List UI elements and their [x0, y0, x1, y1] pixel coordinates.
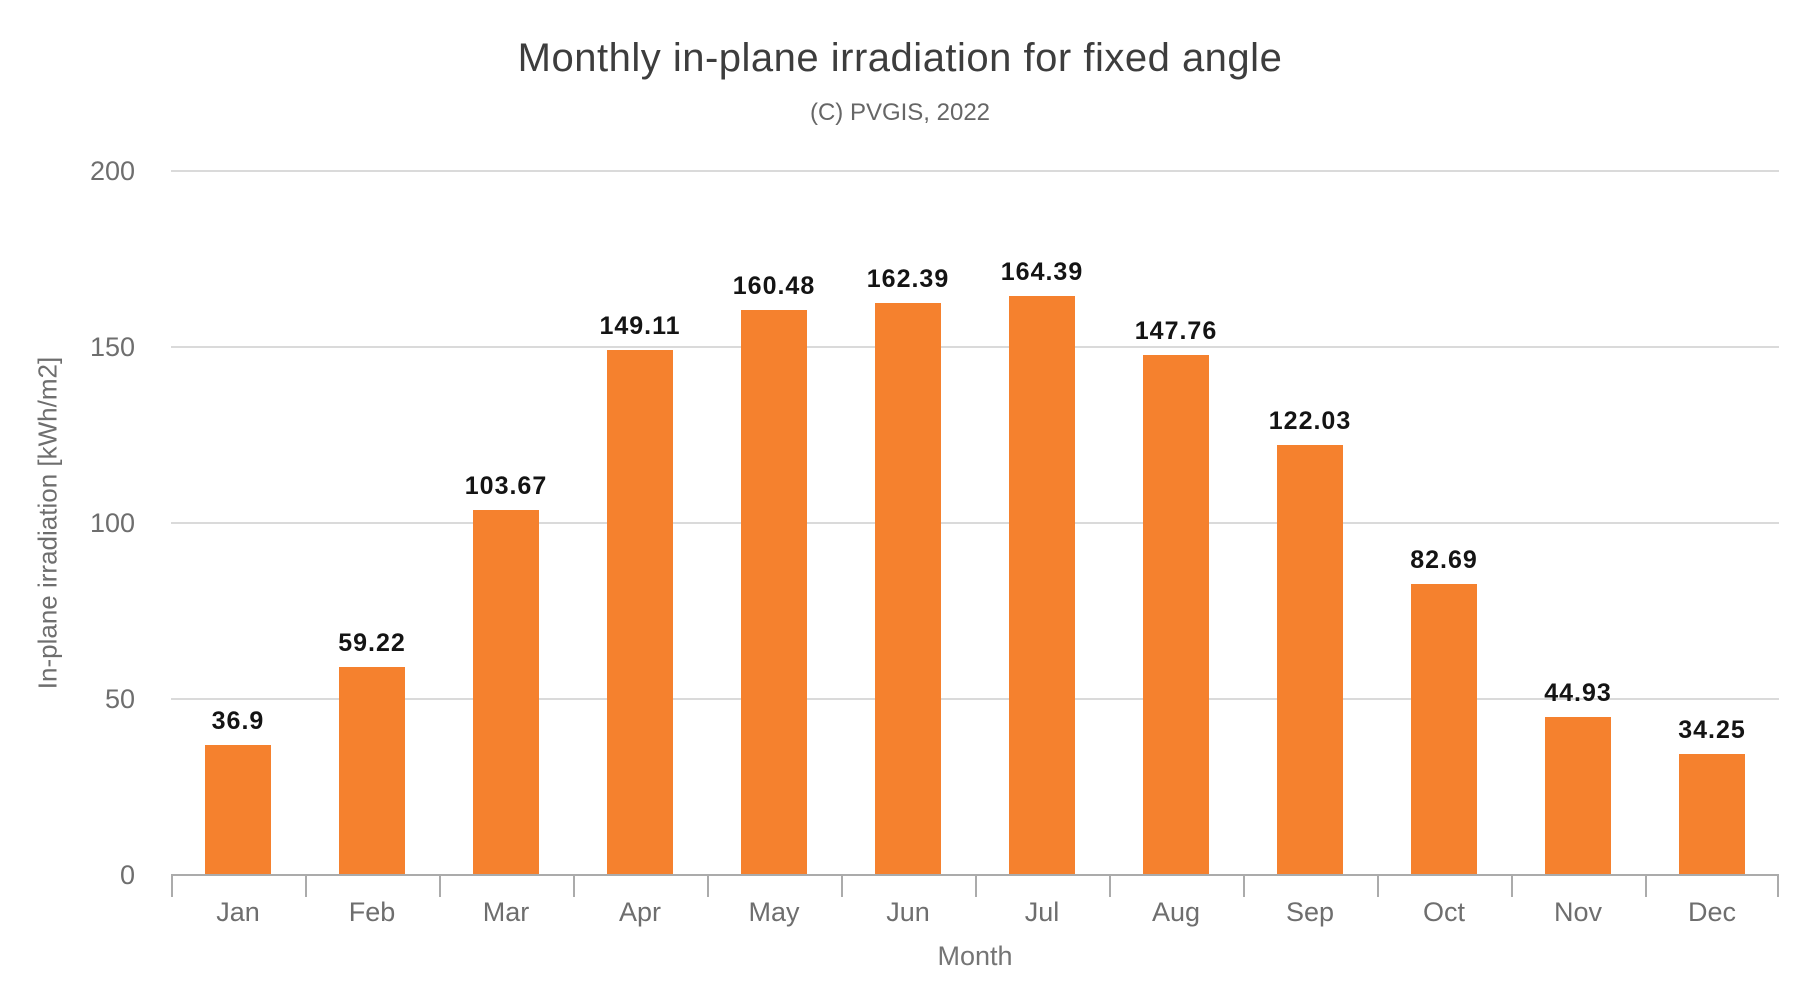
value-label-mar: 103.67 — [464, 472, 548, 501]
x-tick-label-may: May — [748, 897, 800, 927]
x-tick-label-dec: Dec — [1687, 897, 1736, 927]
bar-apr — [607, 350, 673, 875]
x-tick-label-jun: Jun — [886, 897, 930, 927]
bar-column-apr: 149.11 — [573, 171, 707, 875]
value-label-dec: 34.25 — [1678, 716, 1746, 745]
value-label-oct: 82.69 — [1410, 545, 1478, 574]
gridline-100 — [171, 522, 1779, 524]
x-axis-tick-5 — [841, 875, 843, 897]
x-axis-tick-1 — [305, 875, 307, 897]
x-tick-label-nov: Nov — [1553, 897, 1602, 927]
x-tick-label-mar: Mar — [482, 897, 530, 927]
bar-jul — [1009, 296, 1075, 875]
bar-column-feb: 59.22 — [305, 171, 439, 875]
bar-mar — [473, 510, 539, 875]
bar-column-jul: 164.39 — [975, 171, 1109, 875]
bar-column-aug: 147.76 — [1109, 171, 1243, 875]
bar-column-dec: 34.25 — [1645, 171, 1779, 875]
bar-column-oct: 82.69 — [1377, 171, 1511, 875]
bar-dec — [1679, 754, 1745, 875]
x-tick-label-aug: Aug — [1151, 897, 1201, 927]
x-axis-tick-8 — [1243, 875, 1245, 897]
value-label-sep: 122.03 — [1268, 407, 1352, 436]
x-axis-line — [171, 874, 1779, 876]
bar-may — [741, 310, 807, 875]
value-label-jun: 162.39 — [866, 265, 950, 294]
x-tick-label-feb: Feb — [348, 897, 396, 927]
value-label-may: 160.48 — [732, 272, 816, 301]
gridline-50 — [171, 698, 1779, 700]
value-label-nov: 44.93 — [1544, 678, 1612, 707]
value-label-aug: 147.76 — [1134, 316, 1218, 345]
bar-column-nov: 44.93 — [1511, 171, 1645, 875]
x-tick-label-sep: Sep — [1285, 897, 1335, 927]
x-axis-tick-10 — [1511, 875, 1513, 897]
y-tick-label-100: 100 — [89, 508, 135, 538]
x-axis-tick-4 — [707, 875, 709, 897]
gridline-200 — [171, 170, 1779, 172]
x-tick-label-apr: Apr — [618, 897, 662, 927]
value-label-feb: 59.22 — [338, 628, 406, 657]
gridline-150 — [171, 346, 1779, 348]
x-axis-tick-9 — [1377, 875, 1379, 897]
x-axis-tick-11 — [1645, 875, 1647, 897]
plot-area: 36.9 59.22 103.67 149.11 160.48 162.39 164.39 1… — [171, 170, 1779, 927]
bar-column-may: 160.48 — [707, 171, 841, 875]
bar-feb — [339, 666, 405, 875]
value-label-jul: 164.39 — [1000, 258, 1084, 287]
bar-column-sep: 122.03 — [1243, 171, 1377, 875]
y-tick-label-50: 50 — [104, 684, 135, 714]
y-tick-label-150: 150 — [89, 332, 135, 362]
bar-column-jun: 162.39 — [841, 171, 975, 875]
x-axis-tick-3 — [573, 875, 575, 897]
bar-column-mar: 103.67 — [439, 171, 573, 875]
bar-jan — [205, 745, 271, 875]
bar-aug — [1143, 354, 1209, 875]
bar-oct — [1411, 583, 1477, 875]
bar-jun — [875, 303, 941, 875]
x-tick-label-oct: Oct — [1422, 897, 1465, 927]
y-tick-label-200: 200 — [89, 156, 135, 186]
x-axis-tick-12 — [1777, 875, 1779, 897]
x-axis-tick-0 — [171, 875, 173, 897]
chart-title: Monthly in-plane irradiation for fixed a… — [517, 36, 1283, 80]
x-tick-labels: Jan Feb Mar Apr May Jun Jul Aug Sep Oct Nov Dec — [171, 897, 1779, 928]
x-axis-tick-6 — [975, 875, 977, 897]
x-tick-label-jan: Jan — [216, 897, 260, 927]
bar-sep — [1277, 445, 1343, 875]
bars-row: 36.9 59.22 103.67 149.11 160.48 162.39 164.39 1… — [171, 171, 1779, 875]
chart-subtitle: (C) PVGIS, 2022 — [809, 99, 991, 126]
y-tick-label-0: 0 — [119, 860, 135, 890]
x-axis-title: Month — [937, 941, 1013, 971]
bar-column-jan: 36.9 — [171, 171, 305, 875]
x-tick-label-jul: Jul — [1024, 897, 1060, 927]
value-label-apr: 149.11 — [599, 312, 681, 341]
x-axis-tick-2 — [439, 875, 441, 897]
value-label-jan: 36.9 — [211, 707, 265, 736]
bar-nov — [1545, 716, 1611, 875]
x-axis-tick-7 — [1109, 875, 1111, 897]
